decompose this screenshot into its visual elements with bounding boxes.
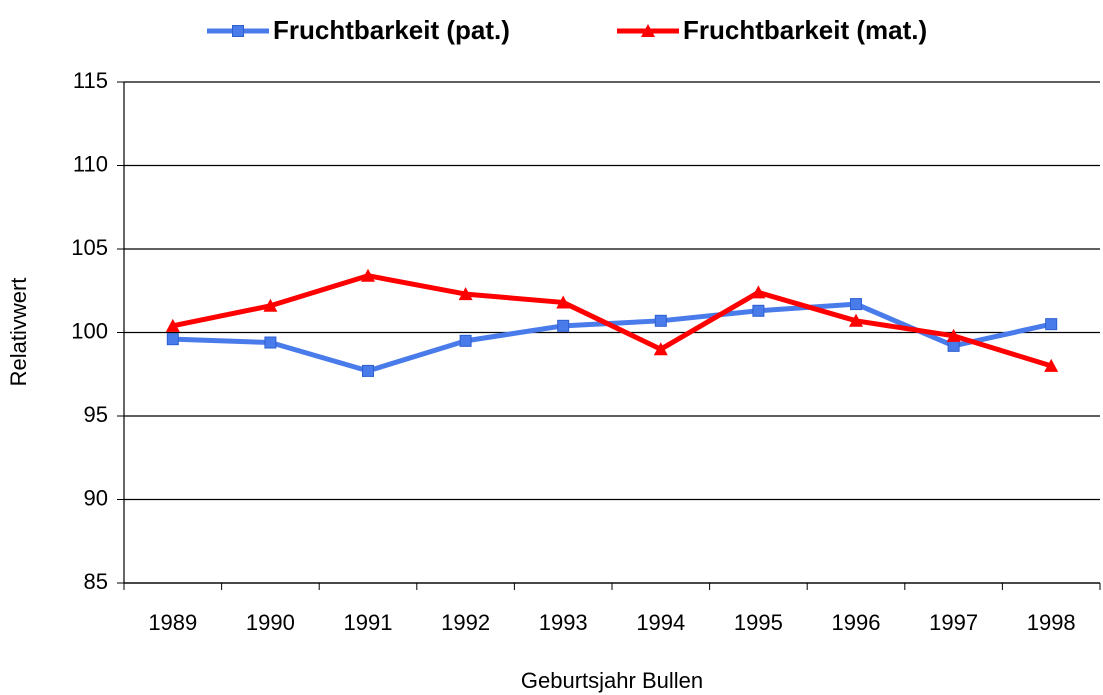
marker xyxy=(459,334,472,347)
x-tick-label: 1989 xyxy=(148,610,197,635)
marker xyxy=(850,298,862,311)
marker xyxy=(458,287,473,301)
legend-label: Fruchtbarkeit (mat.) xyxy=(683,15,927,45)
marker xyxy=(361,268,375,282)
x-tick-label: 1998 xyxy=(1027,610,1076,635)
y-tick-label: 90 xyxy=(84,485,108,510)
x-tick-label: 1992 xyxy=(441,610,490,635)
x-tick-label: 1996 xyxy=(832,610,881,635)
marker xyxy=(362,364,374,377)
marker xyxy=(232,25,244,37)
marker xyxy=(264,336,277,349)
y-tick-label: 110 xyxy=(73,151,108,176)
x-axis-label: Geburtsjahr Bullen xyxy=(521,668,703,693)
marker xyxy=(1045,318,1058,331)
y-tick-label: 100 xyxy=(71,318,108,343)
y-tick-label: 115 xyxy=(73,68,108,93)
x-tick-label: 1994 xyxy=(636,610,685,635)
y-tick-label: 105 xyxy=(71,235,108,260)
marker xyxy=(752,304,765,317)
x-tick-label: 1990 xyxy=(246,610,295,635)
x-tick-label: 1993 xyxy=(539,610,588,635)
marker xyxy=(1044,358,1059,372)
marker xyxy=(557,319,570,332)
marker xyxy=(166,333,179,346)
marker xyxy=(947,339,960,352)
series-line xyxy=(172,301,1052,374)
series-line xyxy=(172,273,1052,369)
marker xyxy=(946,328,961,342)
y-tick-label: 95 xyxy=(84,402,108,427)
marker xyxy=(556,295,571,309)
marker xyxy=(653,342,668,356)
marker xyxy=(263,298,278,312)
marker xyxy=(641,24,655,37)
marker xyxy=(849,313,863,327)
y-tick-label: 85 xyxy=(84,569,108,594)
y-axis-label: Relativwert xyxy=(6,278,31,387)
marker xyxy=(165,318,180,332)
marker xyxy=(751,285,766,299)
x-tick-label: 1991 xyxy=(344,610,393,635)
legend-label: Fruchtbarkeit (pat.) xyxy=(273,15,510,45)
marker xyxy=(654,314,667,327)
x-tick-label: 1995 xyxy=(734,610,783,635)
x-tick-label: 1997 xyxy=(929,610,978,635)
